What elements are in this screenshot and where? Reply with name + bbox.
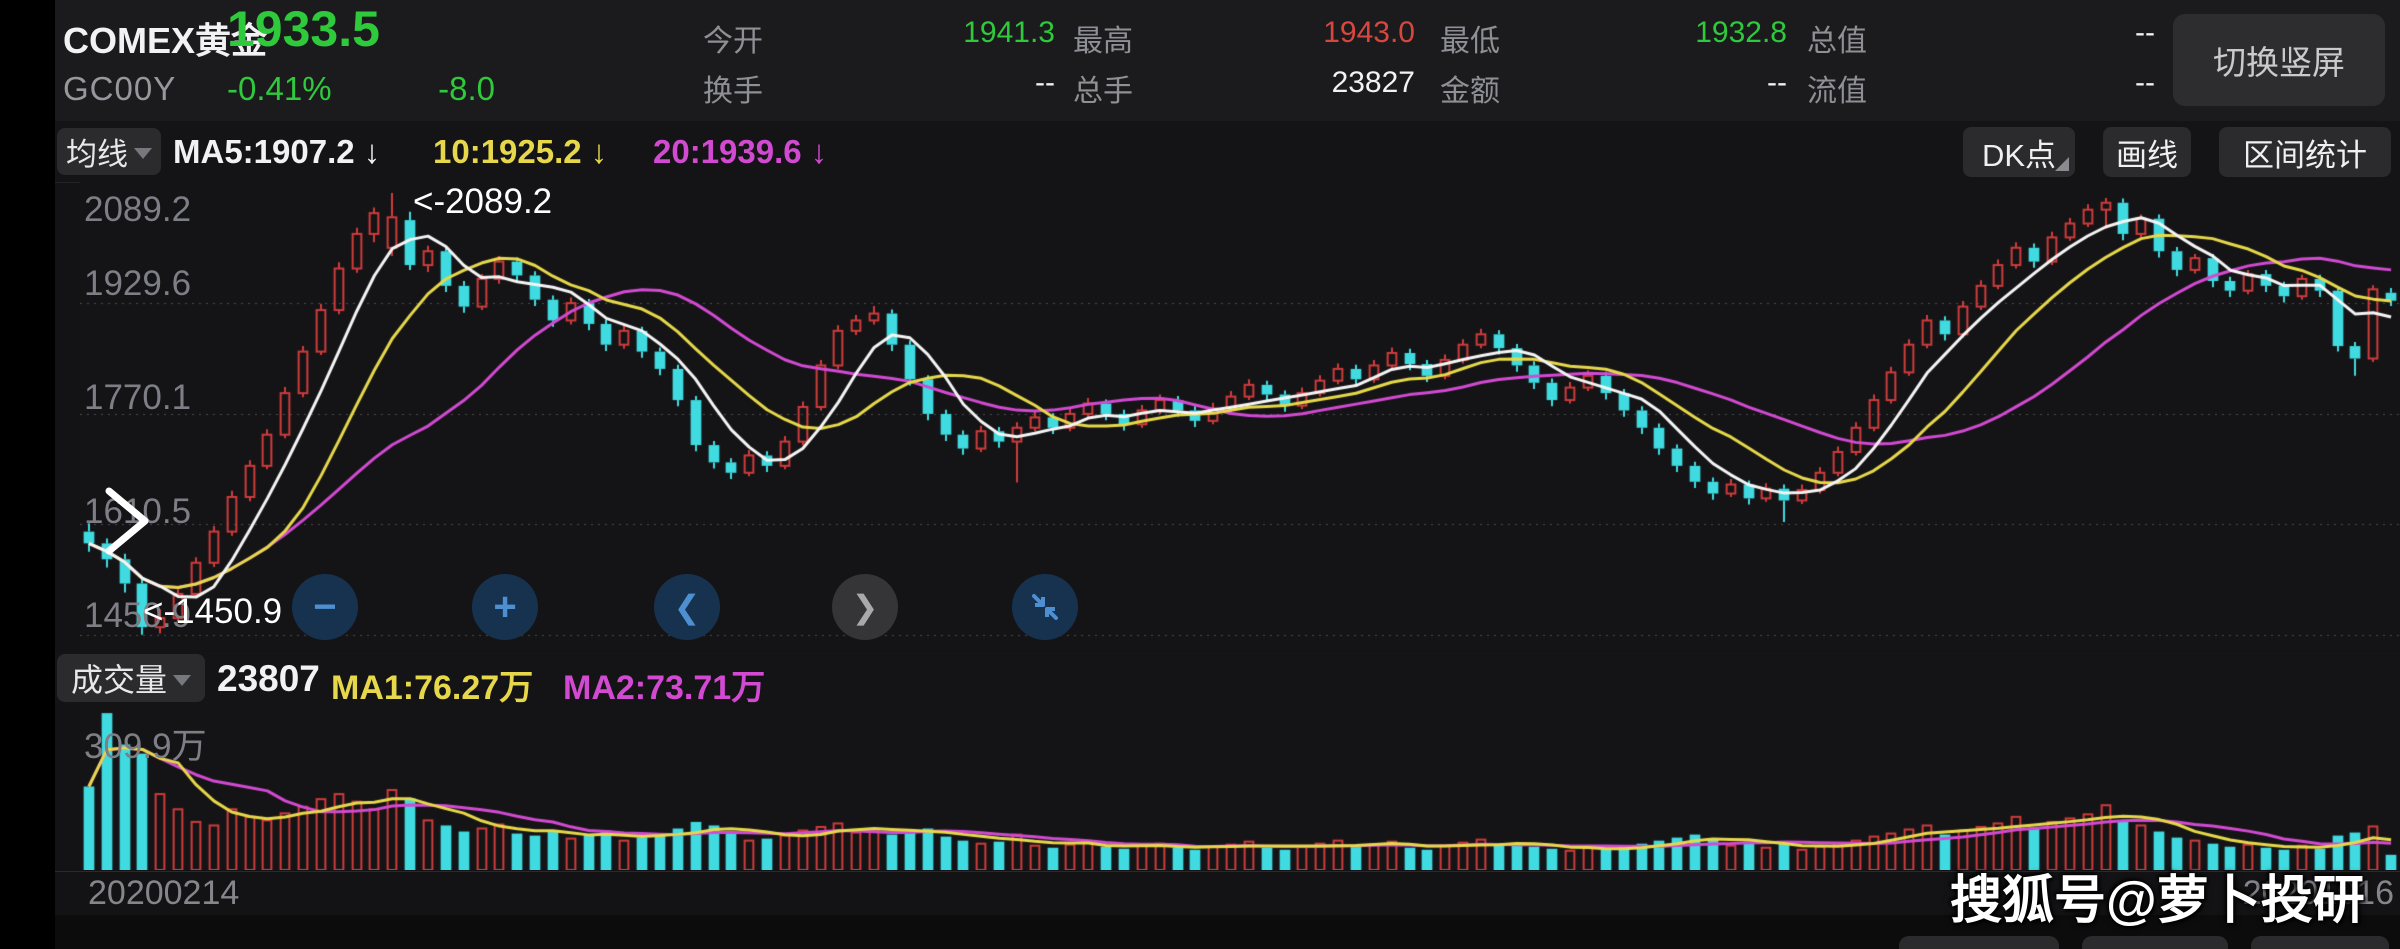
pan-right-button[interactable]: ❯ bbox=[832, 574, 898, 640]
divider bbox=[55, 871, 2400, 872]
stat-value-amount: -- bbox=[1767, 66, 1787, 99]
quote-header: COMEX黄金 1933.5 GC00Y -0.41% -8.0 今开 1941… bbox=[55, 0, 2400, 122]
ma-selector-dropdown[interactable]: 均线 bbox=[57, 128, 161, 175]
x-axis-start-date: 20200214 bbox=[88, 874, 240, 912]
ma-selector-label: 均线 bbox=[66, 137, 128, 172]
bottom-cutoff-button-3[interactable] bbox=[2251, 936, 2389, 949]
chevron-right-icon: ❯ bbox=[851, 589, 879, 625]
last-price: 1933.5 bbox=[227, 1, 380, 57]
chevron-left-icon: ❮ bbox=[673, 589, 701, 625]
candlestick-chart-canvas[interactable] bbox=[80, 182, 2400, 650]
volume-header: 成交量 23807 MA1:76.27万 MA2:73.71万 bbox=[55, 652, 2400, 707]
y-axis-label-2: 1929.6 bbox=[84, 264, 192, 303]
chevron-down-icon bbox=[134, 148, 152, 159]
dk-points-label: DK点 bbox=[1981, 137, 2057, 173]
stat-value-float-value: -- bbox=[2135, 66, 2155, 99]
change-absolute: -8.0 bbox=[438, 70, 495, 107]
rotate-screen-button[interactable]: 切换竖屏 bbox=[2173, 14, 2385, 106]
y-axis-label-1: 2089.2 bbox=[84, 190, 192, 229]
stat-label-turnover: 换手 bbox=[703, 75, 763, 108]
y-axis-label-3: 1770.1 bbox=[84, 378, 192, 417]
stat-label-total-lots: 总手 bbox=[1073, 75, 1133, 108]
x-axis-end-date: 20201016 bbox=[2242, 874, 2394, 912]
left-letterbox bbox=[0, 0, 55, 949]
ma20-readout: 20:1939.6 ↓ bbox=[653, 133, 828, 170]
stat-label-amount: 金额 bbox=[1440, 75, 1500, 108]
ma10-readout: 10:1925.2 ↓ bbox=[433, 133, 608, 170]
zoom-in-button[interactable]: + bbox=[472, 574, 538, 640]
volume-chart-canvas[interactable] bbox=[80, 703, 2400, 870]
volume-ma1-readout: MA1:76.27万 bbox=[331, 669, 534, 707]
minus-icon: − bbox=[313, 585, 337, 629]
ma5-readout: MA5:1907.2 ↓ bbox=[173, 133, 381, 170]
zoom-out-button[interactable]: − bbox=[292, 574, 358, 640]
collapse-icon bbox=[1032, 594, 1058, 620]
stat-label-float-value: 流值 bbox=[1807, 75, 1867, 108]
pan-left-button[interactable]: ❮ bbox=[654, 574, 720, 640]
range-statistics-button[interactable]: 区间统计 bbox=[2219, 127, 2391, 177]
instrument-name: COMEX黄金 bbox=[63, 20, 268, 61]
stat-value-open: 1941.3 bbox=[963, 16, 1055, 49]
stat-value-turnover: -- bbox=[1035, 66, 1055, 99]
instrument-code: GC00Y bbox=[63, 70, 177, 107]
y-axis-label-5: 1450.9 bbox=[84, 596, 192, 635]
volume-ma2-readout: MA2:73.71万 bbox=[563, 669, 766, 707]
current-volume-readout: 23807 bbox=[217, 658, 320, 699]
corner-triangle-icon bbox=[2055, 157, 2069, 171]
stat-label-open: 今开 bbox=[703, 25, 763, 58]
stat-label-total-value: 总值 bbox=[1807, 25, 1867, 58]
watermark-text: 搜狐号@萝卜投研 bbox=[1950, 872, 2365, 930]
collapse-chart-button[interactable] bbox=[1012, 574, 1078, 640]
volume-selector-label: 成交量 bbox=[70, 662, 167, 698]
volume-axis-max-label: 309.9万 bbox=[84, 727, 207, 766]
app-content: COMEX黄金 1933.5 GC00Y -0.41% -8.0 今开 1941… bbox=[55, 0, 2400, 949]
period-low-annotation: <-1450.9 bbox=[143, 592, 283, 631]
stat-label-high: 最高 bbox=[1073, 25, 1133, 58]
chevron-down-icon bbox=[173, 674, 191, 686]
volume-indicator-dropdown[interactable]: 成交量 bbox=[57, 654, 205, 702]
bottom-cutoff-button-2[interactable] bbox=[2082, 936, 2228, 949]
dk-points-button[interactable]: DK点 bbox=[1963, 127, 2075, 177]
plus-icon: + bbox=[493, 585, 517, 629]
stat-value-low: 1932.8 bbox=[1695, 16, 1787, 49]
period-high-annotation: <-2089.2 bbox=[413, 182, 553, 221]
stat-label-low: 最低 bbox=[1440, 25, 1500, 58]
chart-expand-arrow-icon[interactable] bbox=[97, 483, 157, 559]
stat-value-total-value: -- bbox=[2135, 16, 2155, 49]
change-percent: -0.41% bbox=[227, 70, 332, 107]
stat-value-total-lots: 23827 bbox=[1331, 66, 1415, 99]
stat-value-high: 1943.0 bbox=[1323, 16, 1415, 49]
indicator-toolbar: 均线 MA5:1907.2 ↓ 10:1925.2 ↓ 20:1939.6 ↓ … bbox=[55, 121, 2400, 183]
bottom-cutoff-button-1[interactable] bbox=[1899, 936, 2059, 949]
draw-line-button[interactable]: 画线 bbox=[2103, 127, 2191, 177]
